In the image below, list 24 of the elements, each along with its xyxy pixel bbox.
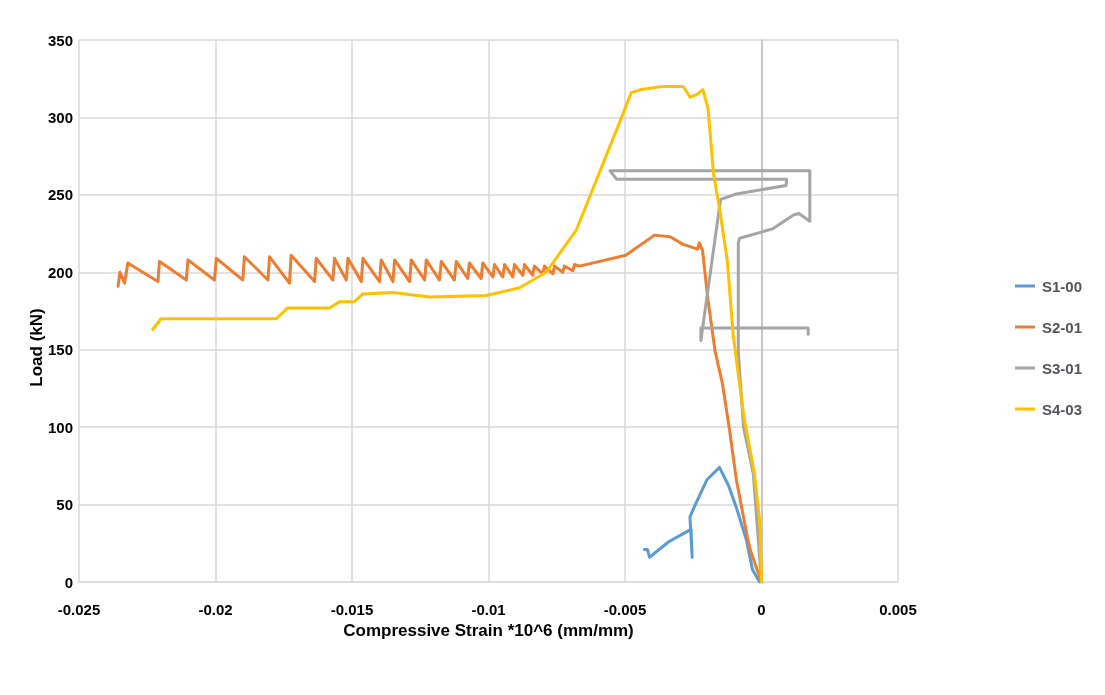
y-tick-label: 100 [47, 418, 73, 436]
y-tick-label: 0 [64, 573, 73, 591]
x-tick-label: -0.005 [603, 601, 647, 618]
y-axis-title: Load (kN) [27, 308, 46, 387]
line-series [116, 233, 763, 584]
x-tick-label: -0.015 [330, 601, 374, 618]
y-tick-label: 300 [47, 108, 73, 126]
y-tick-label: 350 [47, 31, 73, 49]
legend-label: S1-00 [1041, 277, 1082, 295]
y-tick-label: 250 [47, 186, 73, 204]
y-tick-label: 50 [56, 496, 73, 514]
y-tick-label: 200 [47, 263, 73, 281]
x-tick-label: -0.01 [471, 601, 506, 618]
x-axis-title: Compressive Strain *10^6 (mm/mm) [343, 621, 634, 640]
legend-label: S4-03 [1041, 400, 1082, 418]
x-tick-label: -0.025 [57, 601, 101, 618]
x-tick-label: -0.02 [198, 601, 233, 618]
line-series [642, 465, 762, 584]
line-series [151, 84, 763, 584]
legend-label: S3-01 [1041, 359, 1082, 377]
y-tick-label: 150 [47, 341, 73, 359]
x-tick-label: 0.005 [879, 601, 917, 618]
x-tick-label: 0 [757, 601, 766, 618]
legend-label: S2-01 [1041, 318, 1082, 336]
